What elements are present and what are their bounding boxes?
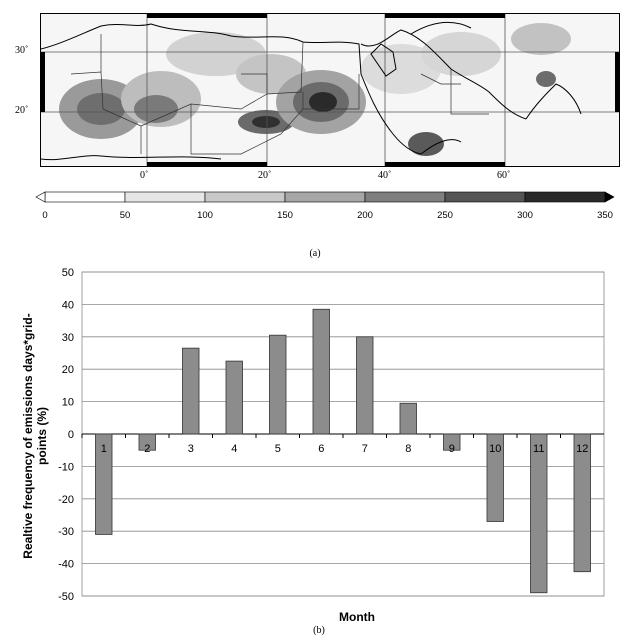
x-tick-label: 4 — [231, 443, 237, 455]
colorbar-tick-label: 100 — [197, 210, 213, 221]
x-tick-label: 8 — [405, 443, 411, 455]
y-tick-label: -50 — [58, 591, 74, 602]
colorbar-segment — [44, 191, 126, 203]
colorbar-tick-label: 200 — [357, 210, 373, 221]
y-tick-label: 40 — [62, 299, 74, 311]
colorbar-tick-label: 350 — [597, 210, 613, 221]
colorbar-arrow-right — [604, 191, 615, 203]
x-tick-label: 6 — [318, 443, 324, 455]
lon-label: 0˚ — [140, 170, 149, 181]
frame-bar-bottom — [385, 162, 505, 166]
frame-bar-top — [147, 14, 267, 18]
dust-emission-map — [40, 13, 620, 167]
colorbar-segment — [124, 191, 206, 203]
colorbar-segment — [524, 191, 606, 203]
x-tick-label: 9 — [449, 443, 455, 455]
x-tick-label: 1 — [101, 443, 107, 455]
panel-a-caption: (a) — [309, 248, 321, 259]
y-tick-label: -10 — [58, 461, 74, 473]
lon-label: 20˚ — [258, 170, 272, 181]
x-tick-label: 7 — [362, 443, 368, 455]
y-tick-label: 50 — [62, 267, 74, 279]
bar — [486, 433, 504, 522]
y-tick-label: 0 — [68, 429, 74, 441]
y-axis-title: Realtive frequency of emissions days*gri… — [21, 313, 49, 559]
y-tick-label: -30 — [58, 526, 74, 538]
lat-label: 20˚ — [15, 105, 29, 116]
map-canvas — [41, 14, 619, 166]
bar — [138, 433, 156, 451]
colorbar-segment — [204, 191, 286, 203]
frame-bar-bottom — [147, 162, 267, 166]
panel-b-caption: (b) — [313, 625, 325, 636]
bar — [269, 334, 287, 435]
y-tick-label: 20 — [62, 364, 74, 376]
x-tick-label: 11 — [533, 443, 544, 455]
colorbar-tick-label: 0 — [42, 210, 48, 221]
frame-bar-top — [385, 14, 505, 18]
colorbar-tick-label: 250 — [437, 210, 453, 221]
bar — [399, 402, 417, 435]
coastlines — [41, 21, 582, 161]
y-tick-label: 10 — [62, 397, 74, 409]
lat-label: 30˚ — [15, 45, 29, 56]
bar — [225, 360, 243, 435]
colorbar-tick-label: 300 — [517, 210, 533, 221]
frame-bar-left — [41, 52, 45, 112]
bar — [182, 347, 200, 435]
country-borders — [70, 34, 489, 155]
density-field — [59, 23, 571, 156]
x-tick-label: 10 — [489, 443, 501, 455]
bar — [312, 308, 330, 435]
x-tick-label: 5 — [275, 443, 281, 455]
y-tick-label: 30 — [62, 332, 74, 344]
colorbar-tick-label: 150 — [277, 210, 293, 221]
x-tick-label: 2 — [144, 443, 150, 455]
bar — [530, 433, 548, 594]
y-tick-label: -40 — [58, 559, 74, 571]
colorbar-tick-label: 50 — [119, 210, 131, 221]
bar — [95, 433, 113, 535]
colorbar-segment — [284, 191, 366, 203]
x-tick-label: 12 — [576, 443, 588, 455]
colorbar — [35, 191, 615, 203]
y-tick-label: -20 — [58, 494, 74, 506]
lon-label: 60˚ — [497, 170, 511, 181]
colorbar-arrow-left — [35, 191, 46, 203]
frame-bar-right — [615, 52, 619, 112]
bar — [573, 433, 591, 573]
colorbar-segment — [444, 191, 526, 203]
bar — [356, 336, 374, 435]
bar — [443, 433, 461, 451]
x-tick-label: 3 — [188, 443, 194, 455]
x-axis-title: Month — [339, 610, 375, 624]
lon-label: 40˚ — [378, 170, 392, 181]
colorbar-segment — [364, 191, 446, 203]
